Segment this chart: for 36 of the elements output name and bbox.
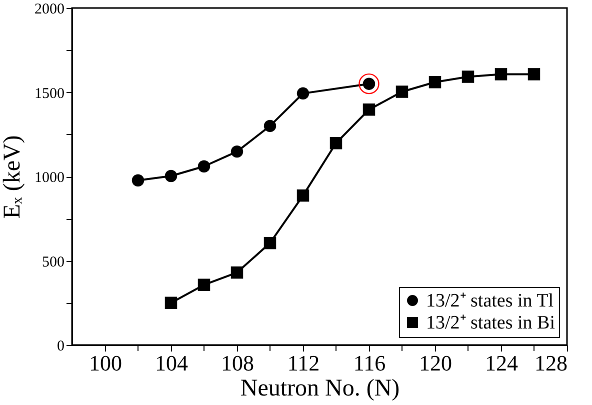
legend-label: 13/2⁺ states in Tl — [426, 290, 554, 312]
x-tick-label: 124 — [485, 350, 518, 376]
y-tick-label: 1000 — [34, 170, 64, 186]
y-tick-label: 500 — [42, 254, 64, 270]
y-axis-title: Eₓ (keV) — [0, 135, 26, 219]
legend-label: 13/2⁺ states in Bi — [426, 312, 555, 334]
x-tick-label: 116 — [353, 350, 386, 376]
y-tick-label: 1500 — [34, 86, 64, 102]
x-tick-label: 128 — [534, 350, 568, 376]
point — [494, 68, 508, 80]
x-tick-label: 104 — [155, 350, 188, 376]
point — [264, 236, 276, 250]
point — [296, 87, 310, 100]
point — [528, 68, 540, 80]
y-tick-label: 0 — [57, 338, 64, 354]
point — [230, 145, 244, 158]
point — [198, 160, 210, 172]
point — [230, 266, 244, 279]
x-tick-label: 100 — [89, 350, 122, 376]
point — [198, 278, 210, 291]
point — [462, 70, 474, 83]
y-tick-label: 2000 — [34, 2, 64, 18]
x-axis-title: Neutron No. (N) — [240, 376, 400, 402]
point — [428, 76, 442, 88]
point — [296, 189, 310, 202]
x-tick-label: 112 — [287, 350, 320, 376]
x-tick-label: 108 — [221, 350, 254, 376]
point — [132, 174, 144, 186]
point — [164, 170, 178, 182]
point — [358, 73, 380, 94]
x-tick-label: 120 — [419, 350, 452, 376]
point — [164, 296, 178, 309]
point — [330, 137, 342, 150]
point — [396, 86, 408, 98]
point — [264, 120, 276, 132]
point — [362, 103, 376, 116]
